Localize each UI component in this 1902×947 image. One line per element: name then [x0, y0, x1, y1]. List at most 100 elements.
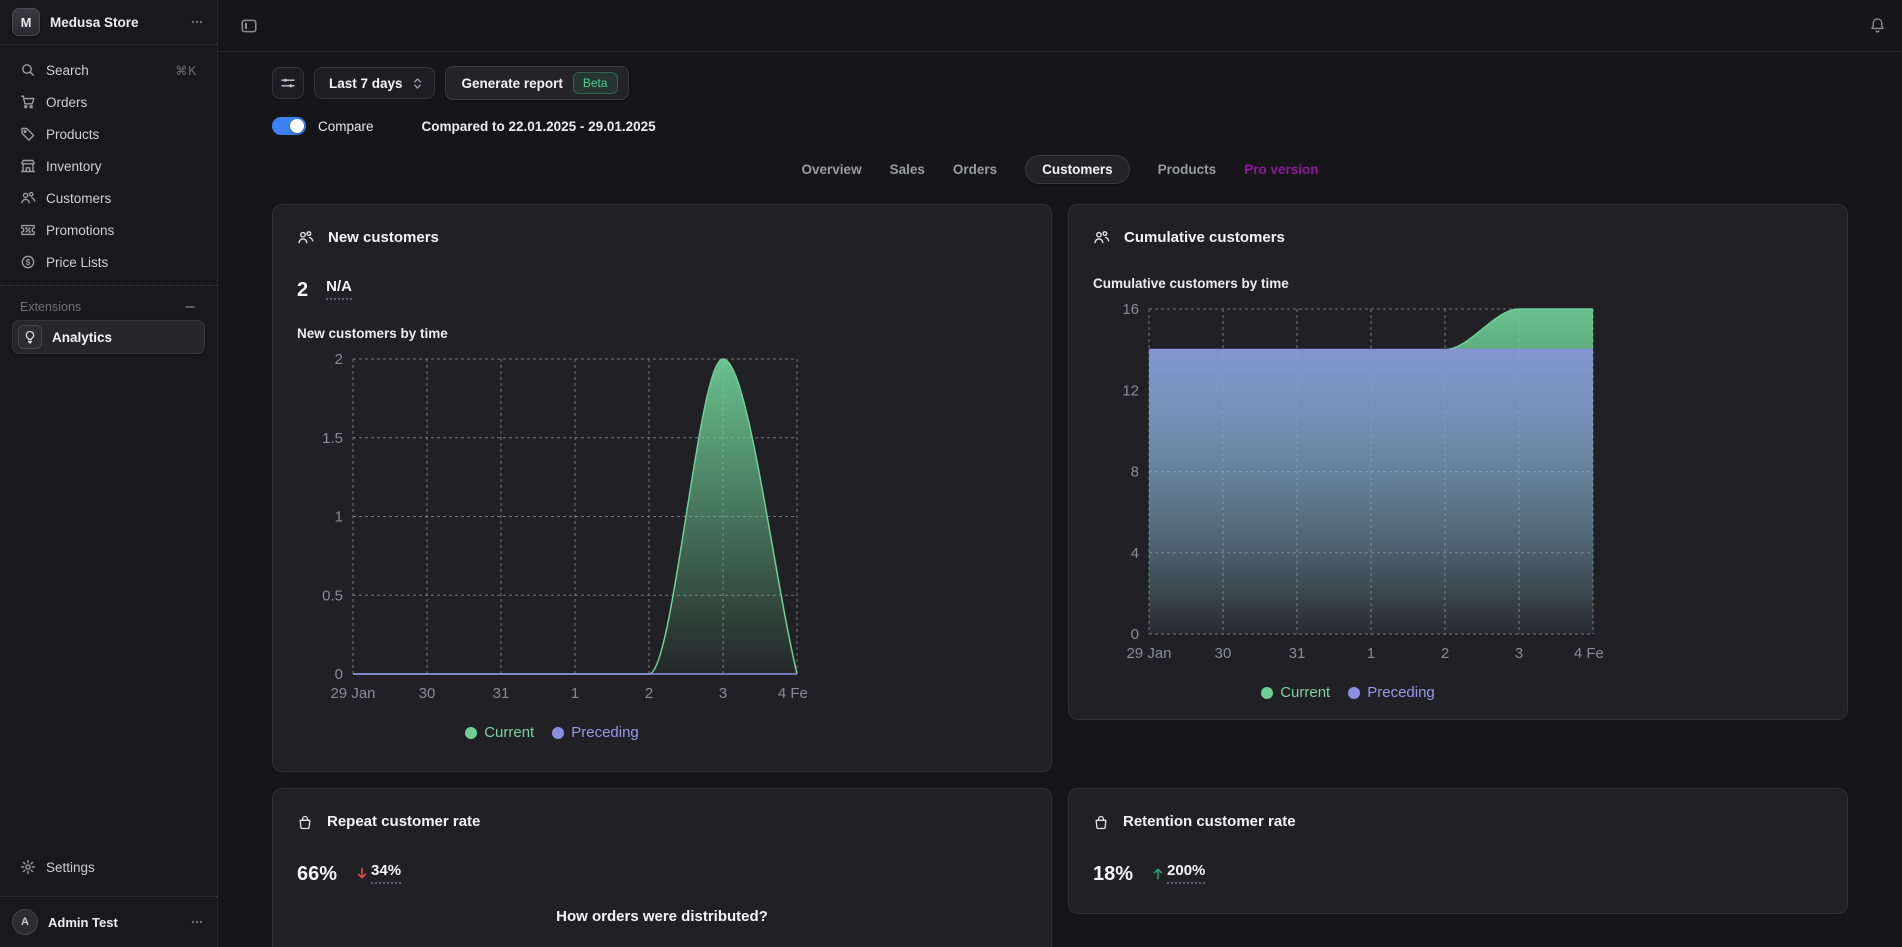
tab-pro-version[interactable]: Pro version — [1244, 161, 1319, 177]
building-icon — [20, 158, 36, 174]
tag-icon — [20, 126, 36, 142]
retention-rate-delta[interactable]: 200% — [1151, 862, 1206, 884]
chart-legend: Current Preceding — [1093, 684, 1603, 701]
svg-text:4: 4 — [1131, 545, 1139, 562]
user-menu[interactable]: A Admin Test — [0, 897, 217, 947]
svg-text:30: 30 — [1215, 645, 1232, 662]
svg-text:29 Jan: 29 Jan — [1126, 645, 1171, 662]
delta-value: 200% — [1167, 862, 1206, 884]
legend-item-current: Current — [1261, 684, 1330, 701]
tab-customers[interactable]: Customers — [1025, 154, 1130, 184]
sidebar-item-label: Orders — [46, 94, 88, 110]
svg-text:31: 31 — [493, 685, 510, 702]
sidebar-item-label: Inventory — [46, 158, 102, 174]
sidebar-item-search[interactable]: Search ⌘K — [12, 55, 205, 85]
repeat-rate-delta[interactable]: 34% — [355, 862, 402, 884]
store-logo: M — [12, 8, 40, 36]
card-title: Cumulative customers — [1124, 229, 1285, 246]
new-customers-delta[interactable]: N/A — [326, 278, 352, 300]
svg-text:30: 30 — [419, 685, 436, 702]
collapse-minus-icon[interactable] — [183, 300, 197, 314]
store-name: Medusa Store — [50, 14, 139, 30]
sidebar-divider — [0, 896, 217, 897]
avatar-initial: A — [21, 916, 29, 928]
sidebar-item-products[interactable]: Products — [12, 119, 205, 149]
toggle-knob — [290, 119, 304, 133]
legend-dot-icon — [1348, 686, 1361, 699]
compare-row: Compare Compared to 22.01.2025 - 29.01.2… — [272, 116, 1848, 136]
top-bar — [218, 0, 1902, 52]
search-shortcut: ⌘K — [175, 63, 197, 78]
svg-text:0: 0 — [335, 666, 343, 683]
filters-button[interactable] — [272, 67, 304, 99]
avatar: A — [12, 909, 38, 935]
delta-value: N/A — [326, 278, 352, 300]
generate-report-label: Generate report — [461, 75, 563, 91]
svg-text:1: 1 — [335, 509, 343, 526]
svg-text:16: 16 — [1122, 301, 1139, 318]
date-range-value: Last 7 days — [329, 75, 403, 91]
store-initial: M — [20, 14, 32, 30]
retention-rate-card: Retention customer rate 18% 200% — [1068, 788, 1848, 914]
bell-icon[interactable] — [1869, 17, 1886, 34]
sidebar-item-customers[interactable]: Customers — [12, 183, 205, 213]
sidebar-item-label: Settings — [46, 859, 95, 875]
repeat-rate-value: 66% — [297, 863, 338, 885]
store-menu-ellipsis-icon[interactable] — [189, 14, 205, 30]
tab-sales[interactable]: Sales — [889, 161, 925, 177]
new-customers-chart[interactable]: 0 0.5 1 1.5 2 29 Jan 30 31 1 2 3 4 Feb — [297, 351, 1027, 708]
users-icon — [20, 190, 36, 206]
sidebar-item-label: Promotions — [46, 222, 115, 238]
tab-orders[interactable]: Orders — [952, 161, 998, 177]
area-chart-canvas[interactable]: 0 0.5 1 1.5 2 29 Jan 30 31 1 2 3 4 Feb — [297, 351, 807, 708]
svg-text:2: 2 — [1441, 645, 1449, 662]
sidebar-item-label: Search — [46, 62, 89, 78]
arrow-down-icon — [355, 866, 369, 881]
sidebar-item-inventory[interactable]: Inventory — [12, 151, 205, 181]
panel-left-icon[interactable] — [240, 17, 258, 35]
sidebar-item-promotions[interactable]: Promotions — [12, 215, 205, 245]
svg-text:31: 31 — [1289, 645, 1306, 662]
distribution-question: How orders were distributed? — [556, 908, 768, 925]
chart-subtitle: Cumulative customers by time — [1093, 276, 1289, 291]
legend-item-preceding: Preceding — [1348, 684, 1435, 701]
tab-products[interactable]: Products — [1157, 161, 1217, 177]
sidebar-item-settings[interactable]: Settings — [12, 852, 205, 882]
arrow-up-icon — [1151, 866, 1165, 881]
tab-overview[interactable]: Overview — [801, 161, 862, 177]
sidebar-item-label: Analytics — [52, 329, 113, 345]
legend-item-preceding: Preceding — [552, 724, 639, 741]
svg-text:12: 12 — [1122, 382, 1139, 399]
generate-report-button[interactable]: Generate report Beta — [444, 66, 629, 100]
legend-label: Current — [484, 724, 535, 741]
legend-label: Preceding — [571, 724, 639, 741]
delta-value: 34% — [371, 862, 402, 884]
sidebar-item-label: Price Lists — [46, 254, 109, 270]
sidebar-item-analytics[interactable]: Analytics — [12, 320, 205, 354]
svg-text:$: $ — [26, 258, 31, 267]
svg-text:2: 2 — [335, 351, 343, 368]
bag-icon — [297, 814, 313, 830]
sidebar-item-label: Products — [46, 126, 100, 142]
sidebar-item-orders[interactable]: Orders — [12, 87, 205, 117]
sidebar: M Medusa Store Search ⌘K Orders Products… — [0, 0, 218, 947]
sidebar-nav: Search ⌘K Orders Products Inventory Cust… — [0, 45, 217, 285]
analytics-tabs: Overview Sales Orders Customers Products… — [272, 154, 1848, 184]
compare-toggle[interactable] — [272, 117, 306, 135]
user-menu-ellipsis-icon[interactable] — [189, 914, 205, 930]
sidebar-divider — [0, 285, 217, 286]
users-icon — [297, 229, 314, 246]
main-area: Last 7 days Generate report Beta Compare… — [218, 0, 1902, 947]
sidebar-item-price-lists[interactable]: $ Price Lists — [12, 247, 205, 277]
legend-item-current: Current — [465, 724, 534, 741]
svg-text:4 Feb: 4 Feb — [778, 685, 807, 702]
date-range-select[interactable]: Last 7 days — [314, 67, 435, 99]
svg-text:1.5: 1.5 — [322, 430, 343, 447]
svg-text:1: 1 — [1367, 645, 1375, 662]
search-icon — [20, 62, 36, 78]
sidebar-bottom: Settings A Admin Test — [0, 846, 217, 947]
sliders-icon — [280, 75, 296, 91]
store-switcher[interactable]: M Medusa Store — [0, 0, 217, 44]
